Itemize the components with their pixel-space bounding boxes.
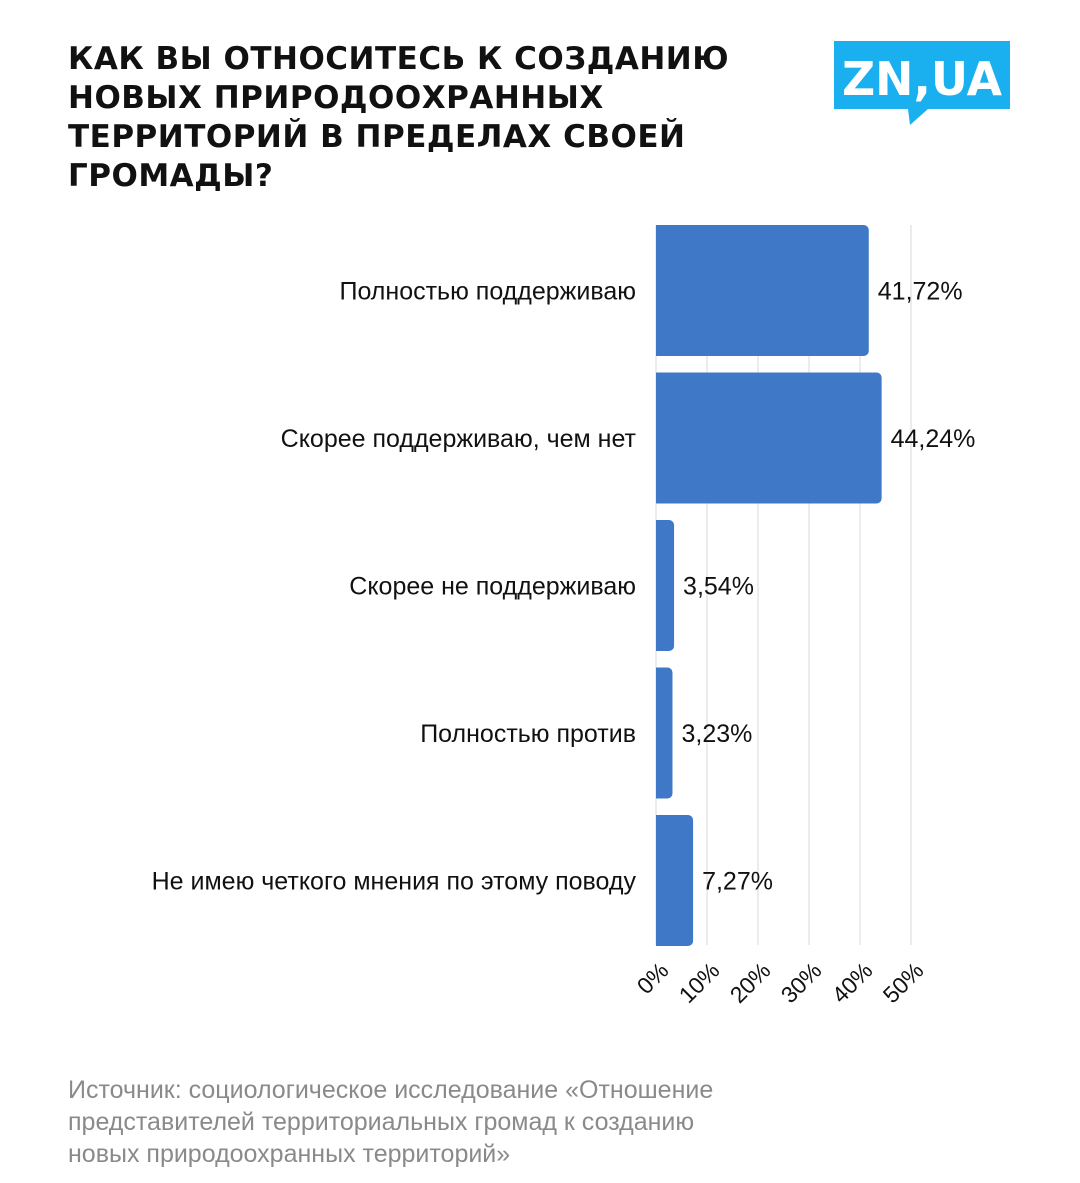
value-label: 44,24%	[891, 425, 976, 453]
bar	[656, 225, 869, 356]
x-tick-label: 0%	[632, 957, 674, 999]
x-tick-label: 30%	[776, 957, 827, 1008]
category-label: Скорее поддерживаю, чем нет	[281, 425, 637, 453]
zn-ua-logo: ZN,UA	[834, 41, 1010, 125]
value-label: 3,54%	[683, 573, 754, 601]
logo-speech-bubble	[834, 41, 1010, 125]
category-label: Полностью поддерживаю	[339, 278, 636, 306]
value-label: 7,27%	[702, 868, 773, 896]
bar-chart: Полностью поддерживаю Скорее поддерживаю,…	[152, 225, 975, 1008]
logo-text: ZN,UA	[842, 52, 1002, 106]
source-line: новых природоохранных территорий»	[68, 1140, 511, 1168]
title-line: ТЕРРИТОРИЙ В ПРЕДЕЛАХ СВОЕЙ	[68, 119, 686, 155]
bar	[656, 520, 675, 651]
x-tick-label: 50%	[878, 957, 929, 1008]
title-line: ГРОМАДЫ?	[68, 158, 274, 194]
value-label: 41,72%	[878, 278, 963, 306]
category-label: Скорее не поддерживаю	[349, 573, 636, 601]
x-tick-label: 10%	[674, 957, 725, 1008]
title-line: КАК ВЫ ОТНОСИТЕСЬ К СОЗДАНИЮ	[68, 41, 730, 77]
value-label: 3,23%	[681, 720, 752, 748]
chart-title: КАК ВЫ ОТНОСИТЕСЬ К СОЗДАНИЮ НОВЫХ ПРИРО…	[68, 40, 768, 196]
bar	[656, 372, 882, 504]
value-labels: 41,72% 44,24% 3,54% 3,23% 7,27%	[681, 278, 975, 896]
x-tick-label: 40%	[827, 957, 878, 1008]
category-label: Полностью против	[420, 720, 636, 748]
bar	[656, 815, 694, 946]
source-line: представителей территориальных громад к …	[68, 1108, 695, 1136]
bars	[656, 225, 882, 946]
source-note: Источник: социологическое исследование «…	[68, 1074, 968, 1170]
category-labels: Полностью поддерживаю Скорее поддерживаю,…	[152, 278, 637, 896]
bar	[656, 667, 673, 799]
x-axis-ticks: 0% 10% 20% 30% 40% 50%	[632, 957, 929, 1008]
source-line: Источник: социологическое исследование «…	[68, 1076, 714, 1104]
title-line: НОВЫХ ПРИРОДООХРАННЫХ	[68, 80, 604, 116]
category-label: Не имею четкого мнения по этому поводу	[152, 868, 637, 896]
x-tick-label: 20%	[725, 957, 776, 1008]
